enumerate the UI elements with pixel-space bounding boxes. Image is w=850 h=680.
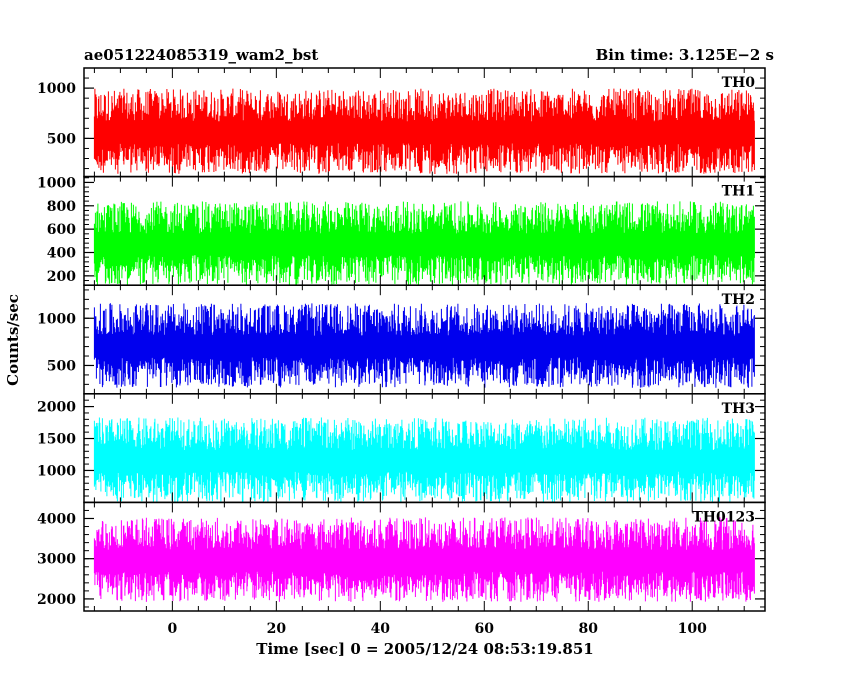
y-tick-label-th0123: 3000 — [37, 552, 76, 568]
chart-title: ae051224085319_wam2_bst — [84, 46, 318, 64]
x-axis-label: Time [sec] 0 = 2005/12/24 08:53:19.851 — [256, 640, 593, 658]
panel-label-th0123: TH0123 — [692, 509, 755, 525]
panel-label-th2: TH2 — [722, 292, 755, 308]
x-tick-label: 0 — [167, 621, 177, 637]
panel-label-th1: TH1 — [722, 184, 755, 200]
x-tick-label: 60 — [475, 621, 495, 637]
y-tick-label-th1: 400 — [47, 246, 76, 262]
series-trace-th3 — [93, 417, 755, 503]
y-tick-label-th0: 1000 — [37, 81, 76, 97]
y-tick-label-th3: 1000 — [37, 463, 76, 479]
bin-time-label: Bin time: 3.125E−2 s — [596, 46, 774, 64]
panel-label-th0: TH0 — [722, 75, 756, 91]
panel-label-th3: TH3 — [722, 401, 755, 417]
y-tick-label-th1: 200 — [47, 269, 76, 285]
y-axis-label: Counts/sec — [4, 294, 22, 386]
panel-frame-th0123 — [83, 501, 766, 612]
y-tick-label-th3: 2000 — [37, 400, 76, 416]
x-tick-label: 100 — [678, 621, 707, 637]
y-tick-label-th2: 1000 — [37, 311, 76, 327]
y-tick-label-th0: 500 — [47, 131, 76, 147]
series-trace-th0123 — [93, 517, 755, 602]
series-trace-th1 — [93, 201, 755, 286]
x-tick-label: 20 — [267, 621, 287, 637]
x-tick-label: 80 — [579, 621, 599, 637]
y-tick-label-th3: 1500 — [37, 432, 76, 448]
y-tick-label-th1: 600 — [47, 222, 76, 238]
series-trace-th2 — [93, 303, 755, 388]
y-tick-label-th0123: 2000 — [37, 592, 76, 608]
y-tick-label-th2: 500 — [47, 358, 76, 374]
y-tick-label-th1: 800 — [47, 199, 76, 215]
y-tick-label-th0123: 4000 — [37, 511, 76, 527]
series-trace-th0 — [93, 88, 755, 174]
y-tick-label-th1: 1000 — [37, 175, 76, 191]
x-tick-label: 40 — [371, 621, 391, 637]
